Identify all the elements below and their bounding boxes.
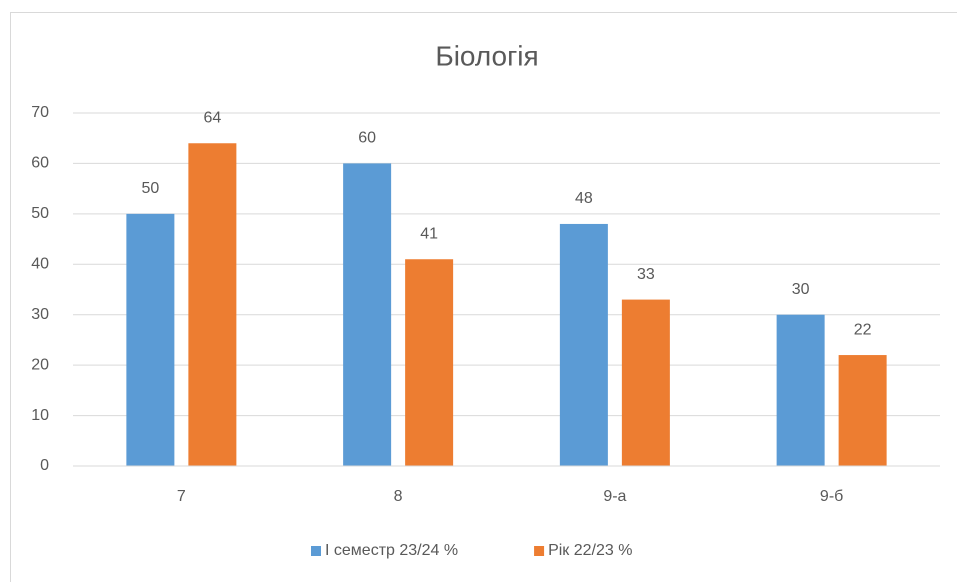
- y-tick-label: 40: [31, 256, 49, 273]
- legend-swatch: [311, 546, 321, 556]
- y-tick-label: 10: [31, 407, 49, 424]
- bar: [559, 223, 608, 466]
- data-label: 48: [575, 190, 593, 207]
- x-tick-label: 9-б: [820, 488, 843, 505]
- bar: [776, 314, 825, 466]
- y-tick-label: 50: [31, 205, 49, 222]
- data-label: 22: [854, 321, 872, 338]
- bar: [343, 163, 392, 466]
- data-label: 41: [420, 225, 438, 242]
- data-label: 60: [358, 130, 376, 147]
- legend-label: Рік 22/23 %: [548, 542, 632, 559]
- bar: [405, 259, 454, 466]
- data-label: 30: [792, 281, 810, 298]
- bar: [188, 143, 237, 466]
- y-tick-label: 60: [31, 155, 49, 172]
- chart-title: Біологія: [435, 40, 538, 71]
- x-tick-label: 9-а: [603, 488, 626, 505]
- data-label: 50: [141, 180, 159, 197]
- x-tick-label: 7: [177, 488, 186, 505]
- legend-label: І семестр 23/24 %: [325, 542, 458, 559]
- y-tick-label: 30: [31, 306, 49, 323]
- legend-swatch: [534, 546, 545, 556]
- bar: [621, 299, 670, 466]
- y-tick-label: 20: [31, 356, 49, 373]
- data-label: 33: [637, 266, 655, 283]
- bar: [126, 213, 175, 466]
- bar: [838, 355, 887, 466]
- x-tick-label: 8: [394, 488, 403, 505]
- y-tick-label: 0: [40, 457, 49, 474]
- data-label: 64: [203, 109, 221, 126]
- y-tick-label: 70: [31, 104, 49, 121]
